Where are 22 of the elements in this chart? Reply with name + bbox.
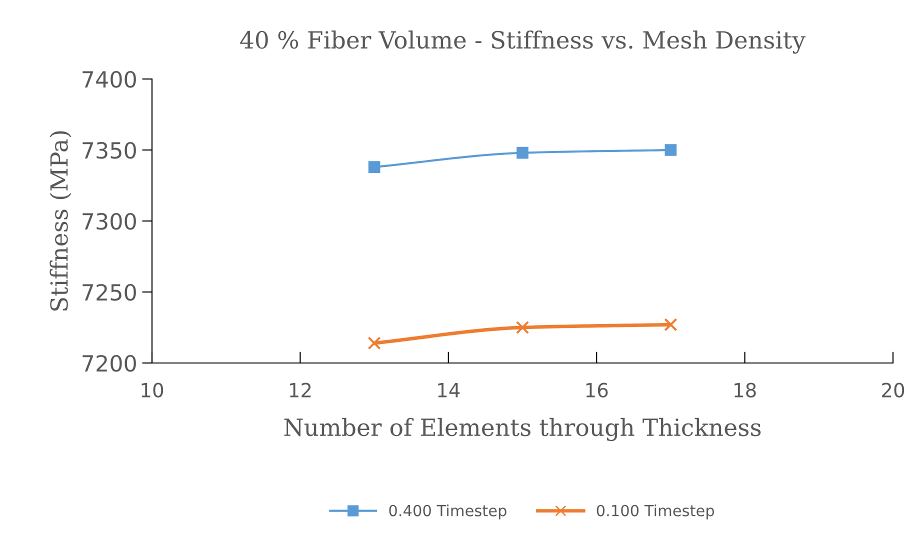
y-tick-label: 7350 [82,142,136,159]
point [664,144,677,156]
x-tick-label: 14 [438,383,460,398]
y-axis-title: Stiffness (MPa) [50,131,72,311]
x-axis-title: Number of Elements through Thickness [284,418,761,442]
y-tick-label: 7250 [82,284,136,301]
x-tick-label: 18 [734,382,756,398]
point [368,161,380,173]
y-tick-label: 7200 [82,354,136,372]
y-tick-label: 7400 [82,70,136,88]
y-tick-label: 7300 [82,212,136,230]
legend-label: 0.100 Timestep [596,504,714,520]
x-tick-label: 16 [586,382,608,398]
x-tick-label: 10 [142,382,164,398]
point [516,146,528,159]
chart-title: 40 % Fiber Volume - Stiffness vs. Mesh Density [240,30,806,54]
x-tick-label: 20 [882,382,904,398]
point [516,320,530,334]
legend-label: 0.400 Timestep [389,504,506,520]
point [368,336,381,350]
x-tick-label: 12 [290,382,311,398]
point [664,318,678,332]
